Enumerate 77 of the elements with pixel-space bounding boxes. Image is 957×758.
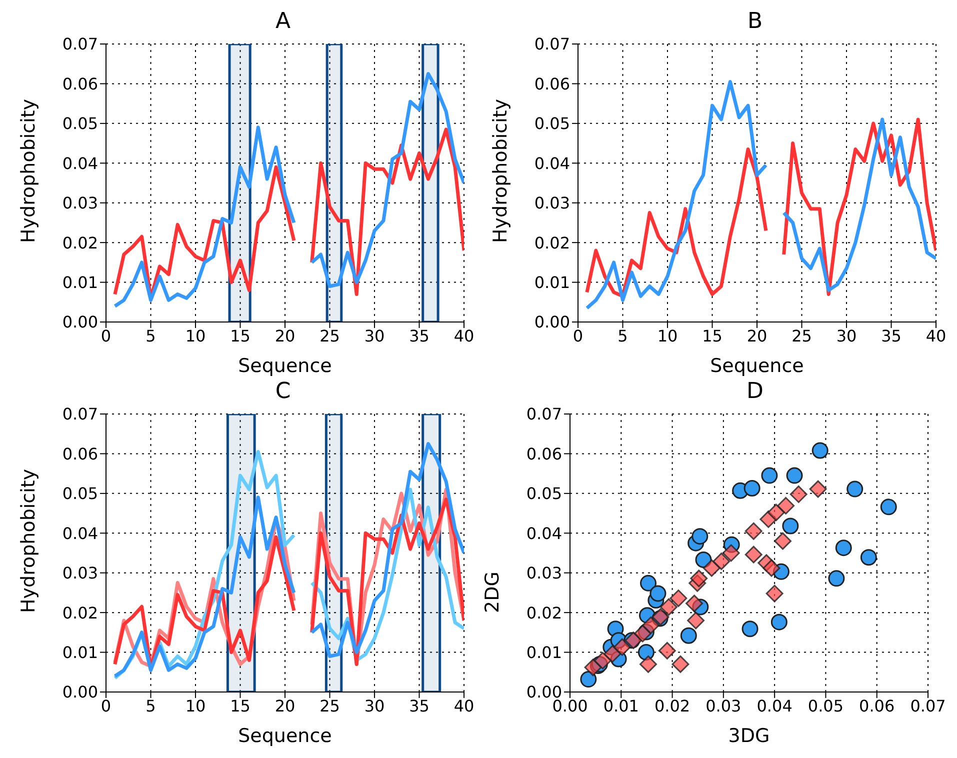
x-tick-label: 10 (657, 326, 678, 346)
y-tick-label: 0.05 (526, 484, 562, 504)
y-tick-label: 0.00 (534, 312, 570, 332)
y-axis-title: Hydrophobicity (490, 98, 512, 243)
x-tick-label: 0 (100, 326, 112, 346)
x-tick-label: 5 (618, 326, 628, 346)
chart-title: A (274, 8, 292, 36)
x-tick-label: 10 (185, 326, 206, 346)
x-tick-label: 30 (364, 696, 385, 716)
y-tick-label: 0.02 (534, 233, 570, 252)
x-axis-title: 3DG (728, 725, 770, 747)
x-axis-title: Sequence (238, 355, 332, 377)
x-tick-label: 0 (572, 326, 584, 346)
x-tick-label: 0.04 (756, 696, 792, 716)
x-tick-label: 20 (746, 326, 768, 346)
y-axis-title: Hydrophobicity (18, 468, 40, 613)
x-tick-label: 5 (146, 326, 156, 346)
x-tick-label: 20 (274, 696, 296, 716)
y-tick-label: 0.02 (62, 603, 98, 622)
x-tick-label: 35 (881, 326, 902, 346)
y-tick-label: 0.06 (534, 74, 570, 94)
x-tick-label: 40 (926, 326, 946, 346)
y-tick-label: 0.04 (62, 154, 98, 173)
y-tick-label: 0.07 (62, 404, 98, 424)
y-tick-label: 0.05 (62, 114, 98, 134)
x-axis-title: Sequence (238, 725, 332, 747)
x-tick-label: 0.01 (603, 696, 639, 716)
x-tick-label: 15 (702, 326, 722, 346)
x-tick-label: 40 (454, 326, 474, 346)
y-tick-label: 0.01 (62, 642, 98, 662)
y-tick-label: 0.03 (62, 564, 98, 583)
y-tick-label: 0.03 (62, 194, 98, 213)
x-tick-label: 15 (230, 696, 250, 716)
y-tick-label: 0.04 (62, 524, 98, 543)
x-tick-label: 30 (836, 326, 857, 346)
x-tick-label: 0.02 (654, 696, 690, 716)
y-axis-title: 2DG (482, 572, 504, 613)
x-tick-label: 30 (364, 326, 385, 346)
y-axis-title: Hydrophobicity (18, 98, 40, 243)
y-tick-label: 0.05 (62, 484, 98, 504)
y-tick-label: 0.00 (62, 312, 98, 332)
y-tick-label: 0.04 (526, 524, 562, 543)
y-tick-label: 0.01 (62, 272, 98, 292)
x-tick-label: 0.07 (910, 696, 946, 716)
y-tick-label: 0.06 (526, 444, 562, 464)
x-tick-label: 0.05 (808, 696, 844, 716)
x-tick-label: 25 (792, 326, 812, 346)
x-tick-label: 0.03 (706, 696, 742, 716)
chart-title: D (746, 378, 764, 406)
x-tick-label: 35 (409, 696, 430, 716)
x-tick-label: 5 (146, 696, 156, 716)
x-tick-label: 40 (454, 696, 474, 716)
chart-title: C (274, 378, 292, 406)
y-tick-label: 0.00 (62, 682, 98, 702)
x-tick-label: 0 (100, 696, 112, 716)
x-tick-label: 10 (185, 696, 206, 716)
x-tick-label: 25 (320, 696, 340, 716)
chart-title: B (746, 8, 764, 36)
y-tick-label: 0.06 (62, 444, 98, 464)
y-tick-label: 0.07 (62, 34, 98, 54)
x-tick-label: 0.06 (859, 696, 895, 716)
y-tick-label: 0.02 (62, 233, 98, 252)
y-tick-label: 0.01 (526, 642, 562, 662)
x-tick-label: 35 (409, 326, 430, 346)
y-tick-label: 0.06 (62, 74, 98, 94)
x-tick-label: 25 (320, 326, 340, 346)
y-tick-label: 0.03 (526, 564, 562, 583)
y-tick-label: 0.01 (534, 272, 570, 292)
y-tick-label: 0.07 (526, 404, 562, 424)
y-tick-label: 0.05 (534, 114, 570, 134)
y-tick-label: 0.07 (534, 34, 570, 54)
x-tick-label: 15 (230, 326, 250, 346)
x-axis-title: Sequence (710, 355, 804, 377)
x-tick-label: 20 (274, 326, 296, 346)
y-tick-label: 0.03 (534, 194, 570, 213)
y-tick-label: 0.04 (534, 154, 570, 173)
y-tick-label: 0.02 (526, 603, 562, 622)
